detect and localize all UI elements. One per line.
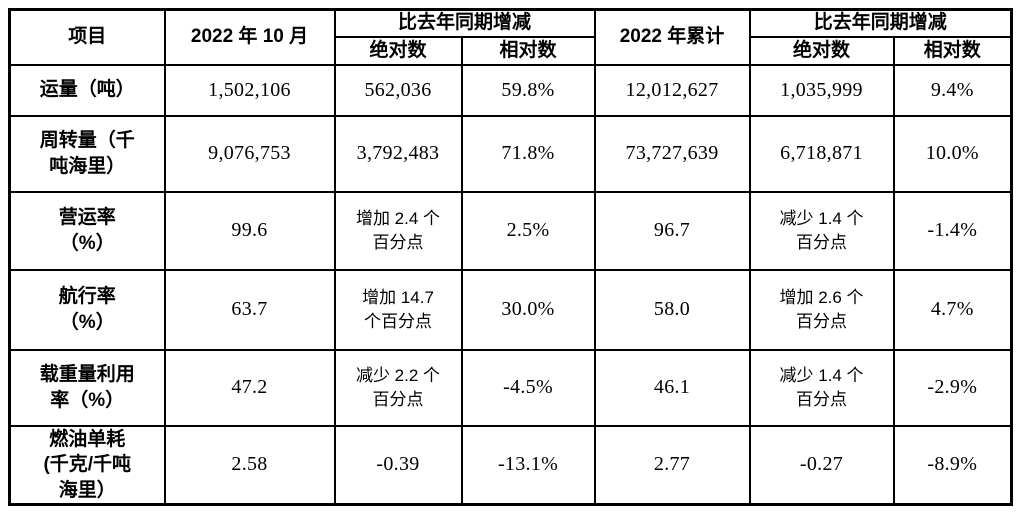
month-absolute-cell: 增加 2.4 个 百分点 [333,190,463,271]
cumulative-value-cell: 58.0 [593,268,751,351]
cumulative-absolute-cell: -0.27 [748,424,895,506]
cumulative-value-cell: 46.1 [593,348,751,427]
table-row: 燃油单耗 (千克/千吨 海里） 2.58 -0.39 -13.1% 2.77 -… [8,424,1013,506]
month-relative-cell: 71.8% [460,114,596,193]
col-header-absolute-cumulative: 绝对数 [748,35,895,66]
month-value-cell: 9,076,753 [163,114,336,193]
cumulative-relative-cell: -2.9% [892,348,1013,427]
month-value-cell: 47.2 [163,348,336,427]
month-relative-cell: 59.8% [460,63,596,117]
col-header-relative-month: 相对数 [460,35,596,66]
col-header-absolute-month: 绝对数 [333,35,463,66]
month-relative-cell: -4.5% [460,348,596,427]
month-value-cell: 2.58 [163,424,336,506]
month-absolute-cell: -0.39 [333,424,463,506]
table-row: 周转量（千 吨海里） 9,076,753 3,792,483 71.8% 73,… [8,114,1013,193]
row-label: 载重量利用 率（%） [8,348,166,427]
cumulative-value-cell: 73,727,639 [593,114,751,193]
month-value-cell: 1,502,106 [163,63,336,117]
col-header-month: 2022 年 10 月 [163,8,336,66]
operations-data-table: 项目 2022 年 10 月 比去年同期增减 2022 年累计 比去年同期增减 … [8,8,1014,507]
cumulative-absolute-cell: 6,718,871 [748,114,895,193]
table-row: 载重量利用 率（%） 47.2 减少 2.2 个 百分点 -4.5% 46.1 … [8,348,1013,427]
row-label: 航行率 （%） [8,268,166,351]
month-relative-cell: -13.1% [460,424,596,506]
table-row: 运量（吨） 1,502,106 562,036 59.8% 12,012,627… [8,63,1013,117]
row-label: 运量（吨） [8,63,166,117]
row-label: 燃油单耗 (千克/千吨 海里） [8,424,166,506]
cumulative-absolute-cell: 减少 1.4 个 百分点 [748,348,895,427]
table-row: 航行率 （%） 63.7 增加 14.7 个百分点 30.0% 58.0 增加 … [8,268,1013,351]
cumulative-absolute-cell: 减少 1.4 个 百分点 [748,190,895,271]
month-relative-cell: 30.0% [460,268,596,351]
month-absolute-cell: 减少 2.2 个 百分点 [333,348,463,427]
table-row: 营运率 （%） 99.6 增加 2.4 个 百分点 2.5% 96.7 减少 1… [8,190,1013,271]
month-absolute-cell: 3,792,483 [333,114,463,193]
col-header-cumulative: 2022 年累计 [593,8,751,66]
cumulative-relative-cell: -8.9% [892,424,1013,506]
col-header-yoy-cumulative: 比去年同期增减 [748,8,1013,38]
cumulative-absolute-cell: 增加 2.6 个 百分点 [748,268,895,351]
col-header-item: 项目 [8,8,166,66]
col-header-relative-cumulative: 相对数 [892,35,1013,66]
month-value-cell: 63.7 [163,268,336,351]
cumulative-absolute-cell: 1,035,999 [748,63,895,117]
month-relative-cell: 2.5% [460,190,596,271]
cumulative-relative-cell: 10.0% [892,114,1013,193]
cumulative-value-cell: 2.77 [593,424,751,506]
row-label: 营运率 （%） [8,190,166,271]
col-header-yoy-month: 比去年同期增减 [333,8,596,38]
cumulative-value-cell: 12,012,627 [593,63,751,117]
month-absolute-cell: 562,036 [333,63,463,117]
month-absolute-cell: 增加 14.7 个百分点 [333,268,463,351]
cumulative-relative-cell: -1.4% [892,190,1013,271]
row-label: 周转量（千 吨海里） [8,114,166,193]
month-value-cell: 99.6 [163,190,336,271]
cumulative-relative-cell: 9.4% [892,63,1013,117]
cumulative-value-cell: 96.7 [593,190,751,271]
cumulative-relative-cell: 4.7% [892,268,1013,351]
